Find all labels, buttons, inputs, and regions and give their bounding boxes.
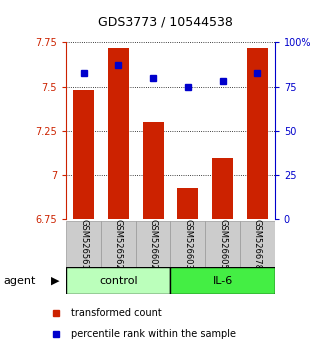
Bar (177, 188, 198, 219)
Bar (170, 221, 205, 267)
Bar (240, 221, 275, 267)
Bar (66, 267, 170, 294)
Bar (66, 221, 101, 267)
Bar (73, 90, 94, 219)
Text: GSM526562: GSM526562 (114, 219, 123, 270)
Bar (101, 221, 136, 267)
Text: GDS3773 / 10544538: GDS3773 / 10544538 (98, 16, 233, 29)
Text: GSM526561: GSM526561 (79, 219, 88, 270)
Text: transformed count: transformed count (71, 308, 161, 318)
Bar (143, 122, 164, 219)
Text: percentile rank within the sample: percentile rank within the sample (71, 329, 235, 339)
Text: GSM526605: GSM526605 (218, 219, 227, 270)
Text: ▶: ▶ (51, 275, 60, 286)
Bar (212, 158, 233, 219)
Text: GSM526602: GSM526602 (149, 219, 158, 270)
Bar (170, 267, 275, 294)
Bar (205, 221, 240, 267)
Bar (247, 48, 268, 219)
Bar (108, 48, 129, 219)
Text: agent: agent (3, 275, 36, 286)
Text: control: control (99, 275, 138, 286)
Text: GSM526678: GSM526678 (253, 219, 262, 270)
Text: GSM526603: GSM526603 (183, 219, 192, 270)
Text: IL-6: IL-6 (213, 275, 233, 286)
Bar (136, 221, 170, 267)
